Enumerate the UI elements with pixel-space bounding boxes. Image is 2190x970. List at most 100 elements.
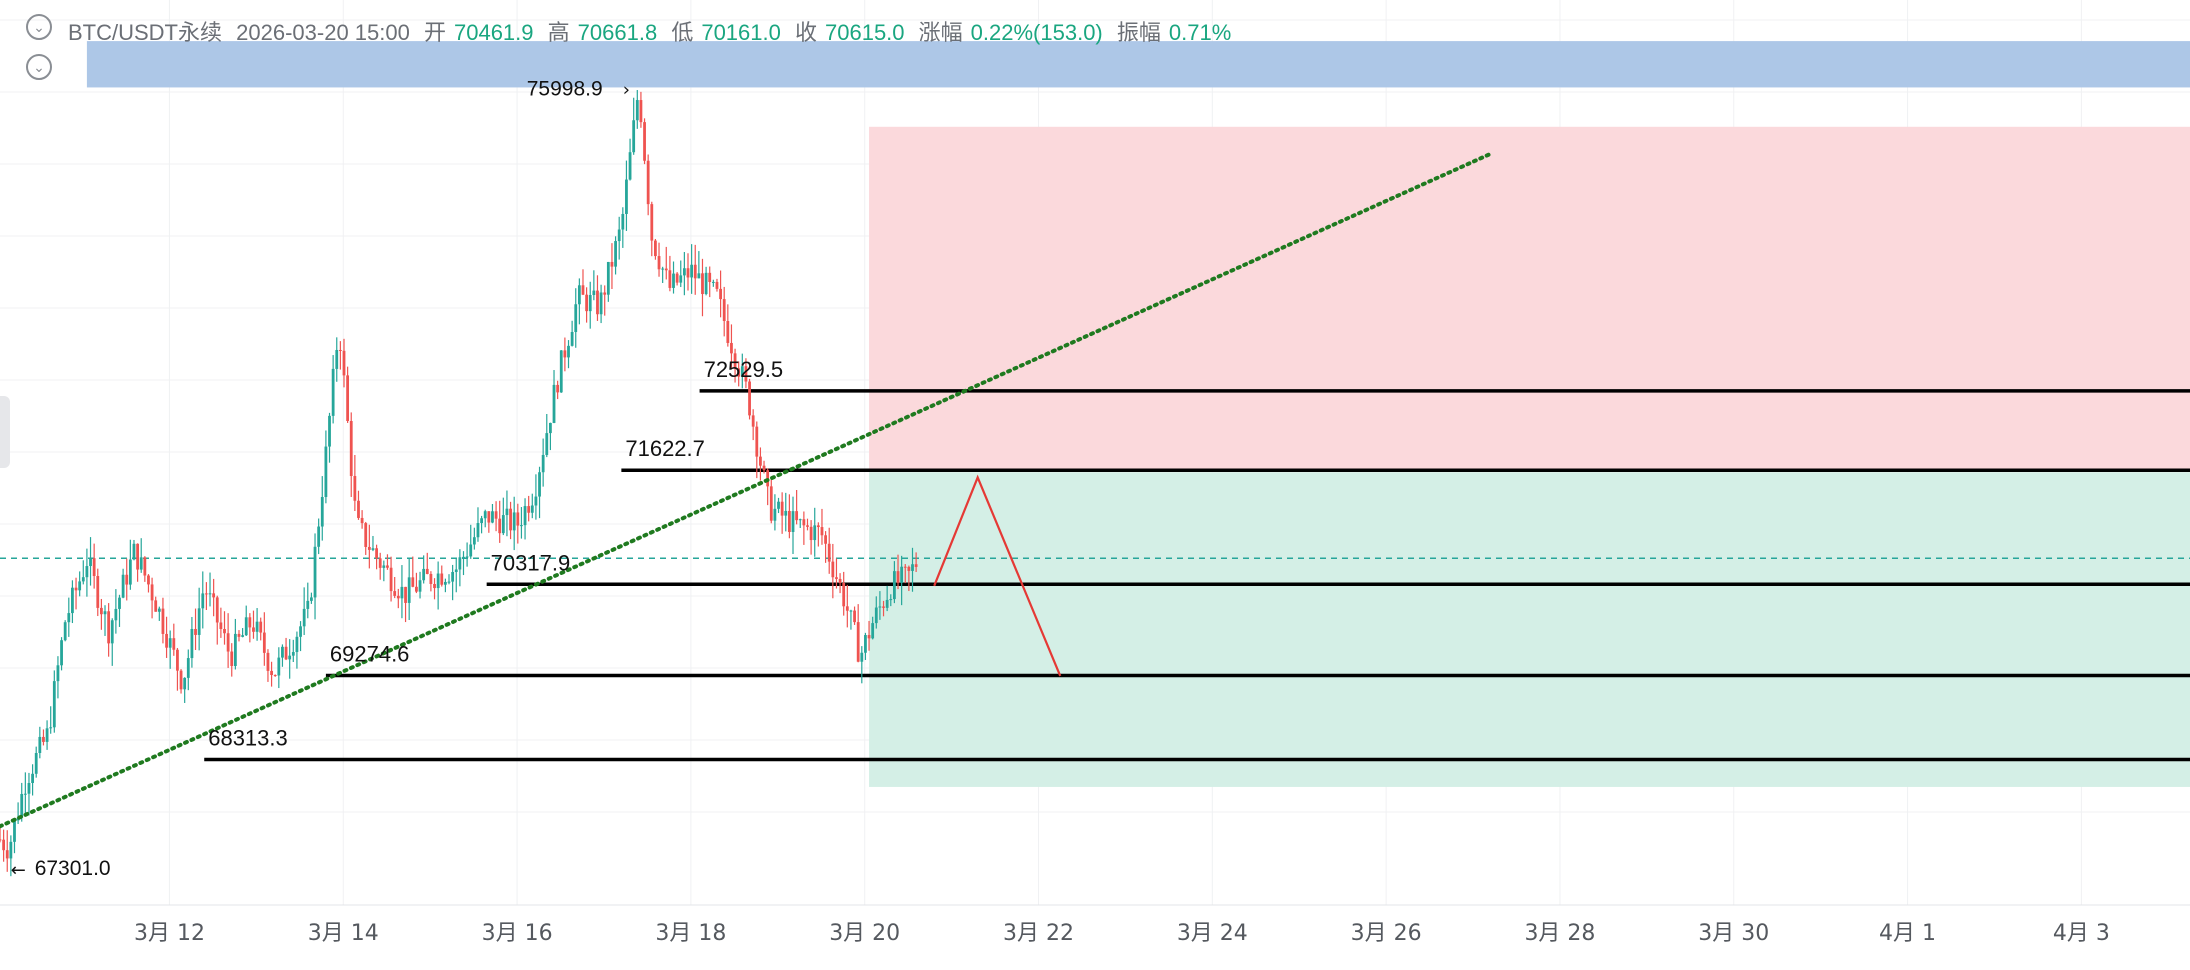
- candle-body: [816, 525, 820, 528]
- candle-body: [165, 633, 168, 648]
- candle-body: [386, 565, 389, 568]
- side-panel-tab[interactable]: [0, 396, 10, 468]
- candle-body: [288, 655, 292, 660]
- candle-body: [809, 526, 813, 541]
- candle-body: [548, 422, 552, 434]
- candle-body: [425, 568, 429, 574]
- datetime-label: 2026-03-20 15:00: [236, 20, 410, 45]
- candle-body: [31, 773, 34, 783]
- candle-body: [596, 290, 599, 315]
- candle-body: [335, 349, 339, 369]
- candle-body: [798, 519, 802, 521]
- level-label: 69274.6: [330, 642, 410, 667]
- chevron-down-icon[interactable]: ⌄: [26, 14, 52, 40]
- candle-body: [682, 268, 686, 276]
- candle-body: [690, 264, 694, 278]
- candle-body: [9, 841, 13, 859]
- x-tick-label: 3月 14: [308, 921, 379, 946]
- candle-body: [157, 608, 161, 612]
- candle-body: [132, 543, 136, 560]
- price-levels: [0, 389, 2190, 762]
- candle-body: [824, 535, 827, 544]
- candle-body: [476, 523, 480, 538]
- candle-body: [675, 273, 679, 283]
- candle-body: [360, 517, 364, 524]
- candle-body: [574, 304, 578, 333]
- candle-body: [23, 793, 27, 795]
- candle-body: [697, 273, 701, 279]
- candle-body: [342, 350, 346, 376]
- candle-body: [650, 204, 654, 241]
- candle-body: [722, 299, 726, 321]
- candle-body: [614, 241, 617, 267]
- candle-body: [541, 454, 545, 473]
- candle-body: [545, 433, 549, 455]
- candle-body: [89, 558, 92, 567]
- candle-body: [42, 736, 45, 742]
- candle-body: [472, 537, 476, 545]
- candle-body: [291, 652, 295, 656]
- x-tick-label: 4月 3: [2053, 921, 2110, 946]
- candle-body: [52, 681, 56, 728]
- candle-body: [726, 320, 730, 343]
- candle-body: [422, 568, 426, 581]
- candle-body: [896, 571, 900, 583]
- candle-body: [186, 658, 190, 678]
- ohlc-header: BTC/USDT永续 2026-03-20 15:00 开 70461.9 高 70…: [68, 15, 1239, 47]
- candle-body: [639, 100, 643, 123]
- candle-body: [838, 578, 842, 584]
- candle-body: [353, 476, 357, 501]
- candle-body: [733, 353, 737, 369]
- high-label: 高: [547, 20, 570, 45]
- candle-body: [911, 564, 914, 571]
- candle-body: [139, 557, 143, 570]
- candle-body: [418, 580, 422, 592]
- candle-body: [860, 652, 864, 662]
- candle-body: [393, 591, 397, 596]
- candle-body: [273, 675, 277, 677]
- candle-body: [328, 415, 331, 447]
- candle-body: [103, 611, 107, 615]
- candle-body: [313, 546, 317, 598]
- candle-body: [346, 375, 350, 421]
- candle-body: [864, 635, 867, 653]
- candle-body: [552, 384, 556, 423]
- candle-body: [465, 556, 469, 558]
- candle-body: [672, 273, 675, 288]
- candle-body: [498, 518, 502, 534]
- candle-body: [320, 497, 324, 527]
- candle-body: [415, 586, 418, 592]
- candle-body: [806, 525, 809, 527]
- candle-body: [74, 587, 78, 591]
- candle-body: [255, 621, 259, 632]
- candle-body: [114, 608, 118, 621]
- chevron-down-icon[interactable]: ⌄: [26, 54, 52, 80]
- x-tick-label: 3月 26: [1351, 921, 1422, 946]
- candle-body: [299, 626, 302, 637]
- candle-body: [302, 608, 306, 627]
- candle-body: [657, 256, 661, 270]
- candle-body: [646, 160, 650, 205]
- candle-body: [404, 586, 407, 603]
- candle-body: [128, 559, 132, 585]
- candle-body: [914, 564, 918, 567]
- candle-body: [5, 850, 9, 859]
- candle-body: [295, 636, 299, 653]
- candle-body: [27, 782, 31, 794]
- candle-body: [567, 345, 570, 358]
- close-label: 收: [794, 20, 817, 45]
- candle-body: [176, 649, 179, 671]
- candle-body: [487, 511, 491, 523]
- x-tick-label: 3月 30: [1698, 921, 1769, 946]
- x-axis: 3月 12 3月 14 3月 16 3月 18 3月 20 3月 22 3月 24 3月 26…: [0, 904, 2190, 946]
- candle-body: [737, 368, 741, 377]
- candle-body: [679, 275, 683, 283]
- low-value: 70161.0: [701, 20, 781, 45]
- candle-body: [491, 511, 494, 523]
- candle-body: [13, 820, 16, 842]
- candle-body: [755, 426, 759, 457]
- candle-body: [462, 556, 465, 558]
- candle-body: [643, 122, 646, 161]
- candle-body: [179, 670, 183, 690]
